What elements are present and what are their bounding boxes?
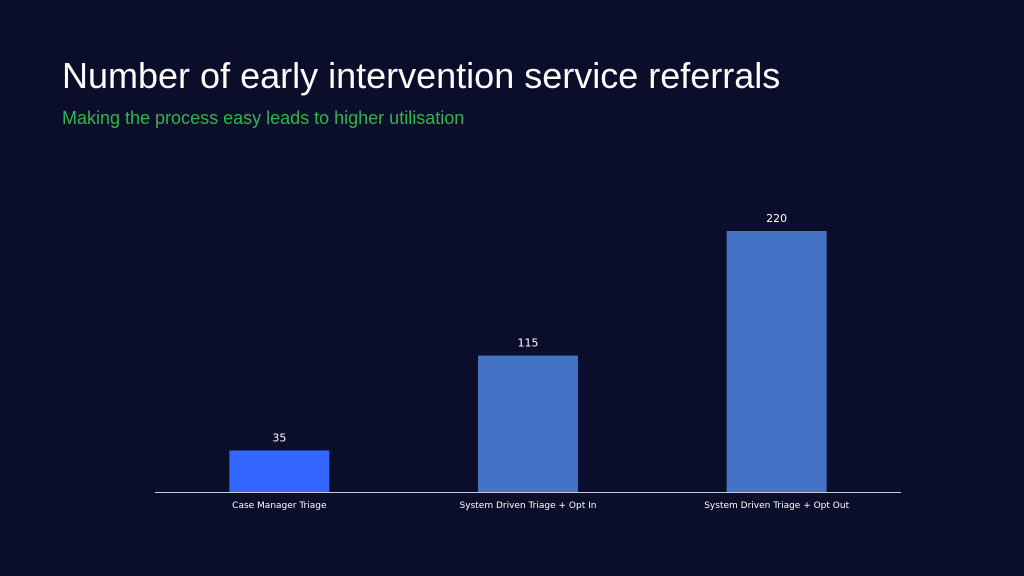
data-label-3: 220 xyxy=(766,212,787,225)
data-label-1: 35 xyxy=(272,431,286,444)
category-label-1: Case Manager Triage xyxy=(232,501,327,511)
category-label-2: System Driven Triage + Opt In xyxy=(460,501,597,511)
bar-3 xyxy=(726,231,827,492)
data-label-2: 115 xyxy=(518,337,539,350)
category-label-3: System Driven Triage + Opt Out xyxy=(704,501,849,511)
slide-subtitle: Making the process easy leads to higher … xyxy=(62,108,465,128)
bar-1 xyxy=(229,450,330,492)
bar-2 xyxy=(478,355,578,492)
slide-title: Number of early intervention service ref… xyxy=(62,55,781,96)
